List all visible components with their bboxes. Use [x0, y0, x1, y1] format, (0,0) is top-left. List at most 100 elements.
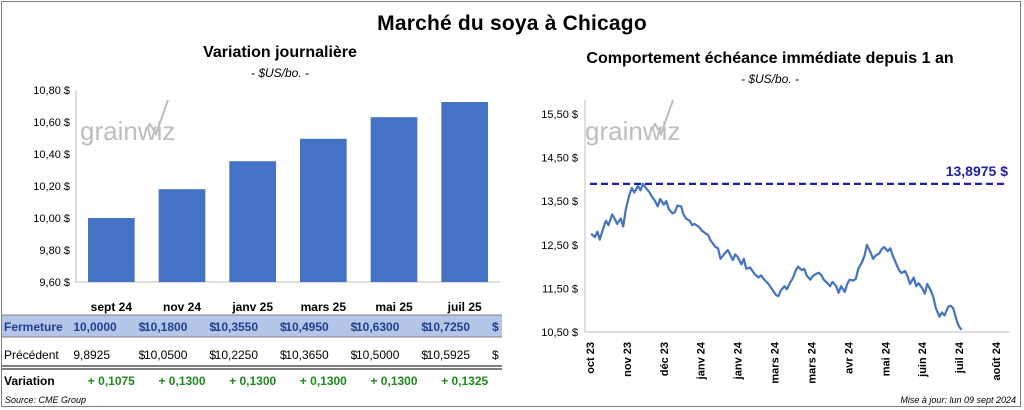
table-cell: 10,6300 $ — [356, 320, 428, 334]
bar-chart-bars — [88, 102, 488, 282]
bar — [158, 189, 206, 282]
bar-chart-categories: sept 24 nov 24 janv 25 mars 25 mai 25 juil 25 — [91, 300, 482, 314]
table-cell: 10,3650 $ — [285, 348, 357, 362]
bar-y-tick-label: 10,80 $ — [33, 85, 70, 97]
table-cell-value: 10,1800 — [144, 320, 188, 334]
table-cell-currency: $ — [209, 320, 216, 334]
bar-y-tick-label: 9,80 $ — [39, 245, 70, 257]
right-chart-title: Comportement échéance immédiate depuis 1… — [586, 50, 954, 67]
table-cell: 10,7250 $ — [427, 320, 499, 334]
logo-text-right: grainwiz — [585, 116, 680, 146]
source-note: Source: CME Group — [5, 395, 87, 405]
line-x-tick-label: oct 23 — [585, 342, 597, 374]
line-x-tick-label: août 24 — [991, 341, 1003, 380]
bar — [300, 138, 347, 282]
table-cell-currency: $ — [350, 320, 358, 334]
line-y-tick-label: 10,50 $ — [541, 327, 578, 339]
left-chart-title: Variation journalière — [203, 44, 357, 61]
table-row-fermeture-bg — [2, 315, 502, 337]
line-x-tick-label: mars 24 — [806, 341, 818, 383]
row-label-fermeture: Fermeture — [4, 320, 63, 334]
table-cell: 10,3550 $ — [215, 320, 287, 334]
line-x-tick-label: janv 24 — [696, 341, 708, 380]
bar — [441, 102, 488, 282]
table-cell: 9,8925 $ — [73, 348, 145, 362]
bar-y-tick-label: 10,20 $ — [33, 181, 70, 193]
table-cell-currency: $ — [421, 320, 428, 334]
row-label-variation: Variation — [4, 374, 55, 388]
logo-text-left: grainwiz — [80, 116, 175, 146]
bar-category-label: mars 25 — [301, 300, 347, 314]
line-x-tick-label: janv 24 — [733, 341, 745, 380]
line-x-tick-label: avr 24 — [843, 341, 855, 374]
table-cell-currency: $ — [138, 348, 146, 362]
table-cell-value: 10,0500 — [144, 348, 188, 362]
table-cell-value: 10,5000 — [356, 348, 400, 362]
line-y-tick-label: 15,50 $ — [541, 109, 578, 121]
bar-category-label: nov 24 — [163, 300, 201, 314]
line-chart-y-ticks: 10,50 $ 11,50 $ 12,50 $ 13,50 $ 14,50 $ 15,50… — [541, 109, 578, 339]
reference-label: 13,8975 $ — [946, 163, 1008, 179]
table-cell: + 0,1300 — [158, 374, 206, 388]
line-y-tick-label: 14,50 $ — [541, 153, 578, 165]
table-cell-value: 10,4950 — [285, 320, 329, 334]
bar-category-label: janv 25 — [231, 300, 273, 314]
line-x-tick-label: mars 24 — [770, 341, 782, 383]
table-cell: 10,5000 $ — [356, 348, 428, 362]
bar-y-tick-label: 10,60 $ — [33, 117, 70, 129]
table-cell: 10,2250 $ — [215, 348, 287, 362]
bar-category-label: juil 25 — [447, 300, 482, 314]
bar-y-tick-label: 10,00 $ — [33, 213, 70, 225]
table-cell-value: 10,0000 — [73, 320, 117, 334]
logo-swoosh-left — [144, 99, 169, 137]
bar-category-label: sept 24 — [91, 300, 133, 314]
table-cell: 10,5925 $ — [427, 348, 499, 362]
line-y-tick-label: 11,50 $ — [542, 283, 578, 295]
line-y-tick-label: 13,50 $ — [541, 196, 578, 208]
table-cell-currency: $ — [491, 348, 499, 362]
table-cell-currency: $ — [350, 348, 358, 362]
line-x-tick-label: déc 23 — [659, 342, 671, 376]
table-cell: 10,1800 $ — [144, 320, 216, 334]
bar — [229, 161, 276, 282]
main-title: Marché du soya à Chicago — [377, 12, 647, 35]
grainwiz-logo-left: grainwiz — [80, 99, 175, 146]
line-chart-x-ticks: oct 23 nov 23 déc 23 janv 24 janv 24 mars 24 m… — [585, 341, 1003, 383]
table-cell-currency: $ — [209, 348, 216, 362]
table-cell-value: 10,3550 — [214, 320, 259, 334]
table-cell-value: 10,5925 — [426, 348, 471, 362]
logo-swoosh-right — [649, 99, 674, 137]
table-cell-value: 9,8925 — [73, 348, 111, 362]
update-note: Mise à jour: lun 09 sept 2024 — [900, 395, 1016, 405]
bar — [370, 117, 418, 282]
bar-chart-y-ticks: 9,60 $ 9,80 $ 10,00 $ 10,20 $ 10,40 $ 10,60 $… — [33, 85, 70, 289]
table-cell: + 0,1075 — [87, 374, 135, 388]
table-cell: 10,0000 $ — [73, 320, 145, 334]
table-cell-value: 10,2250 — [214, 348, 259, 362]
bar — [88, 218, 135, 282]
table-cell-currency: $ — [491, 320, 499, 334]
table-cell-value: 10,7250 — [426, 320, 471, 334]
row-label-precedent: Précédent — [4, 348, 59, 362]
line-x-tick-label: juil 24 — [954, 341, 966, 374]
table-cell-value: 10,3650 — [285, 348, 329, 362]
table-cell: + 0,1300 — [299, 374, 347, 388]
table-cell-currency: $ — [138, 320, 146, 334]
table-cell: 10,4950 $ — [285, 320, 357, 334]
line-x-tick-label: mai 24 — [880, 341, 892, 376]
bar-y-tick-label: 10,40 $ — [33, 149, 70, 161]
left-chart-unit: - $US/bo. - — [250, 66, 310, 80]
table-cell-value: 10,6300 — [356, 320, 400, 334]
bar-y-tick-label: 9,60 $ — [39, 277, 70, 289]
table-cell-currency: $ — [421, 348, 428, 362]
table-cell-currency: $ — [279, 320, 287, 334]
line-chart-series — [590, 182, 963, 331]
price-line — [590, 182, 963, 331]
table-cell: + 0,1300 — [370, 374, 418, 388]
right-chart-unit: - $US/bo. - — [740, 72, 800, 86]
table-cell: + 0,1325 — [441, 374, 489, 388]
grainwiz-logo-right: grainwiz — [585, 99, 680, 146]
bar-category-label: mai 25 — [375, 300, 413, 314]
line-x-tick-label: nov 23 — [622, 342, 634, 377]
